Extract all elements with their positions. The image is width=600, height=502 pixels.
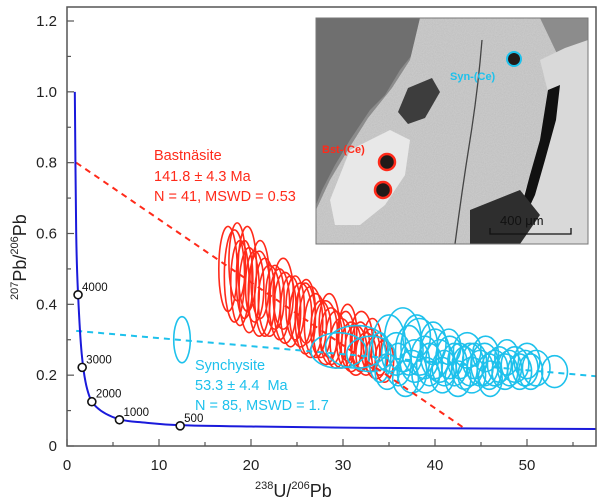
bastnasite-ellipse (250, 239, 271, 320)
synchysite-ellipse (486, 346, 513, 384)
synchysite-ellipse (402, 314, 432, 359)
y-tick-label: 0 (49, 438, 57, 455)
synchysite-ellipse (521, 349, 551, 387)
age-marker-label: 3000 (86, 354, 112, 366)
synchysite-ellipse (391, 360, 420, 398)
concordia-curve (73, 91, 596, 430)
x-tick-label: 40 (427, 457, 444, 474)
age-marker (114, 414, 125, 425)
bastnasite-ellipse (272, 257, 295, 330)
age-marker-label: 2000 (96, 389, 122, 401)
x-tick-label: 50 (519, 457, 536, 474)
y-tick-label: 0.6 (36, 226, 57, 243)
synchysite-ellipse (540, 354, 569, 389)
synchysite-ellipse (500, 346, 530, 384)
x-tick-label: 10 (151, 457, 168, 474)
bastnasite-ellipse (298, 285, 324, 359)
y-tick-label: 0.4 (36, 296, 57, 313)
synchysite-stats: N = 85, MSWD = 1.7 (195, 398, 329, 414)
age-marker-label: 1000 (123, 407, 149, 419)
synchysite-ellipse (384, 342, 412, 387)
synchysite-ellipses (172, 307, 569, 398)
bastnasite-ellipse (264, 264, 285, 330)
inset-label-bastnasite: Bst-(Ce) (322, 144, 365, 156)
age-marker (87, 396, 97, 407)
bastnasite-ellipse (285, 275, 306, 341)
y-tick-label: 0.8 (36, 155, 57, 172)
x-tick-label: 30 (335, 457, 352, 474)
synchysite-ellipse (494, 338, 520, 376)
plot-frame (66, 6, 597, 447)
x-tick-label: 0 (63, 457, 71, 474)
synchysite-ellipse (374, 353, 400, 391)
age-marker (73, 289, 83, 300)
inset-label-synchysite: Syn-(Ce) (450, 71, 496, 83)
age-marker-label: 4000 (82, 282, 108, 294)
bastnasite-ellipse (279, 275, 302, 348)
scale-bar-label: 400 μm (500, 213, 544, 228)
y-tick-label: 0.2 (36, 367, 57, 384)
bastnasite-age: 141.8 ± 4.3 Ma (154, 169, 252, 185)
synchysite-ellipse (477, 360, 503, 398)
y-tick-label: 1.2 (36, 13, 57, 30)
synchysite-annotation: Synchysite 53.3 ± 4.4 Ma N = 85, MSWD = … (195, 358, 329, 414)
bastnasite-stats: N = 41, MSWD = 0.53 (154, 189, 296, 205)
bastnasite-discordia-line (75, 161, 466, 430)
age-marker (175, 421, 185, 431)
synchysite-ellipse (471, 335, 500, 373)
bastnasite-name: Bastnäsite (154, 148, 222, 164)
x-axis-title: 238U/206Pb (255, 480, 332, 501)
age-marker (77, 362, 87, 373)
synchysite-discordia-line (76, 329, 596, 378)
scale-bar: 400 μm (489, 213, 572, 235)
synchysite-ellipse (444, 360, 472, 398)
synchysite-ellipse (513, 342, 541, 380)
age-marker-label: 500 (184, 413, 203, 425)
synchysite-ellipse (436, 328, 462, 366)
synchysite-ellipse (419, 321, 447, 366)
y-tick-label: 1.0 (36, 84, 57, 101)
bastnasite-ellipse (237, 225, 258, 313)
synchysite-ellipse (411, 356, 441, 394)
synchysite-age: 53.3 ± 4.4 Ma (195, 378, 289, 394)
bastnasite-ellipse (296, 278, 317, 345)
synchysite-name: Synchysite (195, 358, 265, 374)
bastnasite-ellipse (310, 299, 332, 359)
synchysite-ellipse (367, 331, 392, 384)
y-axis-title: 207Pb/206Pb (9, 214, 30, 300)
synchysite-ellipse (457, 356, 487, 394)
bastnasite-ellipse (228, 222, 247, 302)
synchysite-ellipse (172, 315, 192, 364)
bastnasite-annotation: Bastnäsite 141.8 ± 4.3 Ma N = 41, MSWD =… (154, 148, 296, 205)
synchysite-ellipse (517, 353, 544, 391)
x-tick-label: 20 (243, 457, 260, 474)
synchysite-ellipse (506, 353, 533, 391)
synchysite-ellipse (452, 331, 482, 369)
bse-inset-image: Bst-(Ce) Syn-(Ce) 400 μm (315, 17, 589, 245)
